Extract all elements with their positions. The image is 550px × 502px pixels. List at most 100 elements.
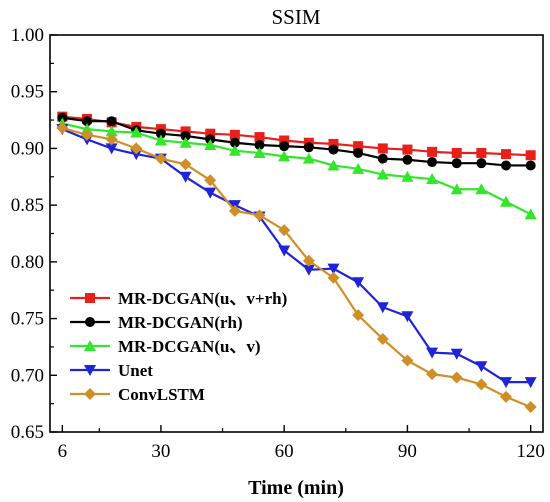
y-tick-label: 0.65 [11,422,44,443]
data-point [204,187,217,199]
data-point [476,147,487,158]
legend-label: MR-DCGAN(rh) [118,313,243,332]
data-point [426,347,439,359]
y-tick-label: 0.95 [11,82,44,103]
data-point [228,144,241,156]
data-point [229,137,240,148]
y-tick-label: 0.80 [11,252,44,273]
data-point [81,116,92,127]
data-point [426,173,439,185]
y-axis: 0.65 0.70 0.75 0.80 0.85 0.90 0.95 1.00 [11,25,57,443]
data-point [327,263,340,275]
data-point [106,116,117,127]
series-1 [57,112,536,171]
data-point [154,152,167,165]
series-2 [56,117,537,220]
series-line [61,128,531,384]
data-point [155,128,166,139]
data-point [105,143,118,155]
data-point [524,377,537,389]
data-point [279,141,290,152]
data-point [376,332,389,345]
chart-title: SSIM [271,5,320,29]
data-point [302,264,315,276]
data-point [524,208,537,220]
data-point [353,141,364,152]
legend-marker [85,317,95,327]
data-point [451,147,462,158]
data-point [253,146,266,158]
data-point [327,159,340,171]
data-point [179,158,192,171]
x-axis-title: Time (min) [248,477,344,499]
data-point [377,153,388,164]
legend-item: Unet [70,361,153,380]
legend-label: Unet [118,361,153,380]
legend-marker [84,388,96,400]
data-point [376,302,389,314]
x-tick-label: 6 [58,441,68,462]
data-point [80,123,93,135]
legend-item: MR-DCGAN(rh) [70,313,243,332]
data-point [476,158,487,169]
legend-marker [85,293,95,303]
data-point [154,134,167,146]
data-point [427,157,438,168]
data-point [278,150,291,162]
legend-item: MR-DCGAN(u、v) [70,337,261,356]
data-point [327,271,340,284]
data-point [279,135,290,146]
data-point [80,128,93,141]
data-point [130,149,143,161]
data-point [402,154,413,165]
data-point [254,140,265,151]
data-point [278,224,291,237]
data-point [353,147,364,158]
y-tick-label: 1.00 [11,25,44,46]
data-point [352,309,365,322]
data-point [401,311,414,323]
data-point [328,138,339,149]
data-point [450,371,463,384]
legend-item: MR-DCGAN(u、v+rh) [70,289,287,308]
data-point [426,368,439,381]
data-point [525,160,536,171]
data-point [427,146,438,157]
data-point [525,150,536,161]
series-line [62,122,532,216]
data-point [303,142,314,153]
data-point [253,209,266,222]
x-tick-label: 60 [275,441,294,462]
data-point [402,144,413,155]
legend-marker [84,340,96,351]
data-point [450,183,463,195]
data-point [500,377,513,389]
legend-marker [84,365,96,376]
y-tick-label: 0.90 [11,138,44,159]
data-point [179,136,192,148]
data-point [501,160,512,171]
data-point [475,378,488,391]
data-point [352,277,365,289]
x-tick-label: 30 [151,441,170,462]
legend-item: ConvLSTM [70,385,205,404]
data-point [500,390,513,403]
data-point [302,254,315,267]
data-point [130,126,143,138]
y-tick-label: 0.70 [11,365,44,386]
data-point [254,132,265,143]
data-point [56,122,69,135]
y-tick-label: 0.85 [11,195,44,216]
data-point [524,401,537,414]
data-point [204,174,217,187]
data-point [450,348,463,360]
data-point [352,162,365,174]
y-tick-label: 0.75 [11,309,44,330]
x-tick-label: 90 [398,441,417,462]
data-point [377,143,388,154]
data-point [278,245,291,257]
data-point [475,361,488,373]
legend-label: ConvLSTM [118,385,205,404]
data-point [130,142,143,155]
